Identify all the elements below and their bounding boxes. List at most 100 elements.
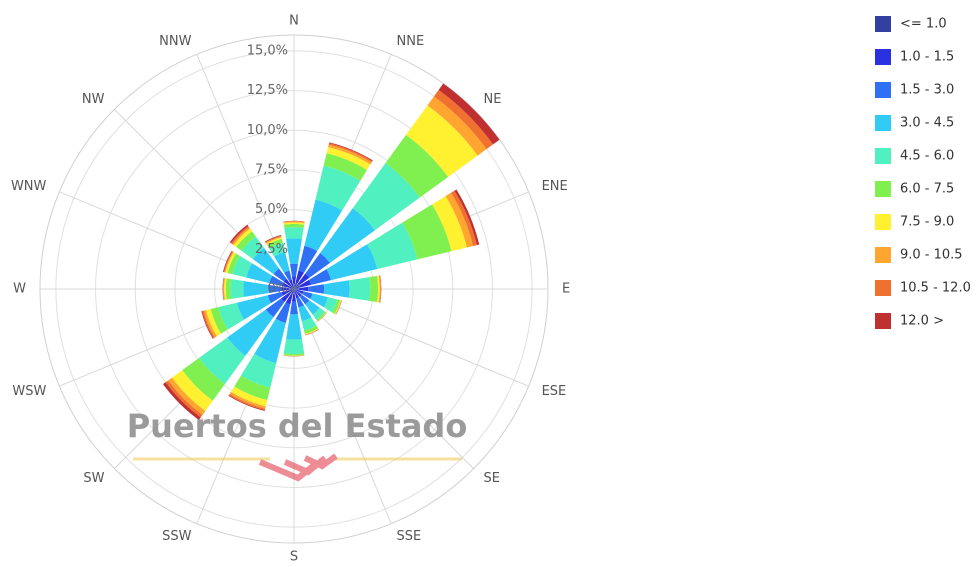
legend-label[interactable]: 3.0 - 4.5 bbox=[900, 116, 954, 131]
legend-item[interactable]: 1.0 - 1.5 bbox=[875, 49, 954, 65]
wind-sector bbox=[224, 251, 234, 273]
y-tick-label: 15,0% bbox=[247, 43, 288, 58]
wind-sector bbox=[298, 245, 318, 273]
direction-label: SW bbox=[83, 471, 104, 486]
direction-label: ESE bbox=[542, 384, 567, 399]
legend-item[interactable]: 9.0 - 10.5 bbox=[875, 247, 963, 263]
wind-sector bbox=[438, 83, 500, 145]
wind-sector bbox=[227, 253, 240, 275]
legend-item[interactable]: <= 1.0 bbox=[875, 16, 947, 32]
wind-sector bbox=[320, 208, 375, 263]
wind-sector bbox=[234, 375, 271, 401]
direction-label: NW bbox=[82, 92, 105, 107]
wind-sector bbox=[266, 237, 282, 246]
legend-label[interactable]: 1.0 - 1.5 bbox=[900, 50, 954, 65]
legend-item[interactable]: 6.0 - 7.5 bbox=[875, 181, 954, 197]
wind-sector bbox=[233, 228, 253, 248]
legend-swatch[interactable] bbox=[875, 247, 891, 263]
wind-sector bbox=[269, 242, 286, 257]
wind-sector bbox=[274, 251, 290, 273]
bars bbox=[162, 83, 500, 421]
wind-sector bbox=[288, 289, 294, 295]
wind-sector bbox=[268, 285, 282, 293]
wind-sector bbox=[305, 253, 330, 278]
legend-swatch[interactable] bbox=[875, 214, 891, 230]
wind-sector bbox=[265, 235, 282, 243]
wind-sector bbox=[229, 224, 249, 244]
wind-sector bbox=[240, 353, 277, 388]
wind-sector bbox=[326, 244, 378, 281]
legend-label[interactable]: 4.5 - 6.0 bbox=[900, 149, 954, 164]
legend-label[interactable]: 9.0 - 10.5 bbox=[900, 248, 963, 263]
wind-sector bbox=[379, 275, 381, 303]
watermark: Puertos del Estado bbox=[127, 407, 468, 445]
wind-sector bbox=[290, 285, 294, 289]
wind-sector bbox=[297, 273, 310, 286]
legend-label[interactable]: 6.0 - 7.5 bbox=[900, 182, 954, 197]
wind-sector bbox=[305, 300, 320, 315]
legend-item[interactable]: 1.5 - 3.0 bbox=[875, 82, 954, 98]
legend-swatch[interactable] bbox=[875, 82, 891, 98]
legend-swatch[interactable] bbox=[875, 49, 891, 65]
legend-item[interactable]: 7.5 - 9.0 bbox=[875, 214, 954, 230]
wind-sector bbox=[454, 189, 480, 246]
direction-label: SE bbox=[484, 471, 500, 486]
wind-sector bbox=[265, 236, 282, 244]
legend-swatch[interactable] bbox=[875, 313, 891, 329]
wind-sector bbox=[328, 144, 372, 165]
wind-sector bbox=[198, 337, 246, 385]
direction-label: ENE bbox=[542, 179, 568, 194]
legend-swatch[interactable] bbox=[875, 280, 891, 296]
legend-swatch[interactable] bbox=[875, 115, 891, 131]
wind-sector bbox=[202, 310, 215, 339]
wind-sector bbox=[308, 284, 325, 294]
wind-sector bbox=[294, 282, 298, 289]
wind-sector bbox=[283, 221, 305, 224]
wind-sector bbox=[283, 221, 305, 223]
y-tick-label: 7,5% bbox=[255, 162, 288, 177]
legend-label[interactable]: <= 1.0 bbox=[900, 17, 947, 32]
wind-sector bbox=[323, 153, 367, 181]
wind-sector bbox=[290, 301, 298, 315]
legend-swatch[interactable] bbox=[875, 181, 891, 197]
legend-swatch[interactable] bbox=[875, 16, 891, 32]
wind-sector bbox=[294, 289, 298, 291]
wind-sector bbox=[304, 199, 343, 252]
wind-sector bbox=[293, 289, 295, 294]
wind-sector bbox=[294, 288, 299, 290]
wind-sector bbox=[326, 146, 371, 170]
wind-sector bbox=[284, 270, 292, 281]
wind-sector bbox=[379, 275, 382, 303]
direction-label: WNW bbox=[11, 179, 47, 194]
legend-label[interactable]: 12.0 > bbox=[900, 314, 944, 329]
legend-label[interactable]: 10.5 - 12.0 bbox=[900, 281, 971, 296]
wind-sector bbox=[269, 275, 284, 287]
wind-sector bbox=[293, 284, 295, 289]
wind-sector bbox=[298, 286, 309, 292]
wind-sector bbox=[171, 370, 213, 412]
wind-sector bbox=[367, 222, 418, 269]
direction-label: WSW bbox=[12, 384, 46, 399]
wind-sector bbox=[310, 293, 328, 308]
wind-sector bbox=[201, 311, 214, 339]
radial-line bbox=[293, 288, 474, 469]
legend-label[interactable]: 1.5 - 3.0 bbox=[900, 83, 954, 98]
wind-sector bbox=[329, 142, 373, 162]
wind-sector bbox=[331, 299, 341, 314]
wind-sector bbox=[433, 89, 494, 150]
wind-sector bbox=[223, 277, 226, 301]
legend-swatch[interactable] bbox=[875, 148, 891, 164]
wind-sector bbox=[304, 328, 319, 335]
legend-item[interactable]: 3.0 - 4.5 bbox=[875, 115, 954, 131]
legend-item[interactable]: 12.0 > bbox=[875, 313, 944, 329]
direction-label: S bbox=[290, 550, 298, 565]
legend-item[interactable]: 10.5 - 12.0 bbox=[875, 280, 971, 296]
legend-label[interactable]: 7.5 - 9.0 bbox=[900, 215, 954, 230]
legend-item[interactable]: 4.5 - 6.0 bbox=[875, 148, 954, 164]
wind-sector bbox=[218, 302, 244, 330]
wind-sector bbox=[210, 307, 228, 334]
wind-sector bbox=[283, 220, 305, 222]
wind-sector bbox=[451, 190, 477, 247]
wind-sector bbox=[281, 282, 290, 288]
